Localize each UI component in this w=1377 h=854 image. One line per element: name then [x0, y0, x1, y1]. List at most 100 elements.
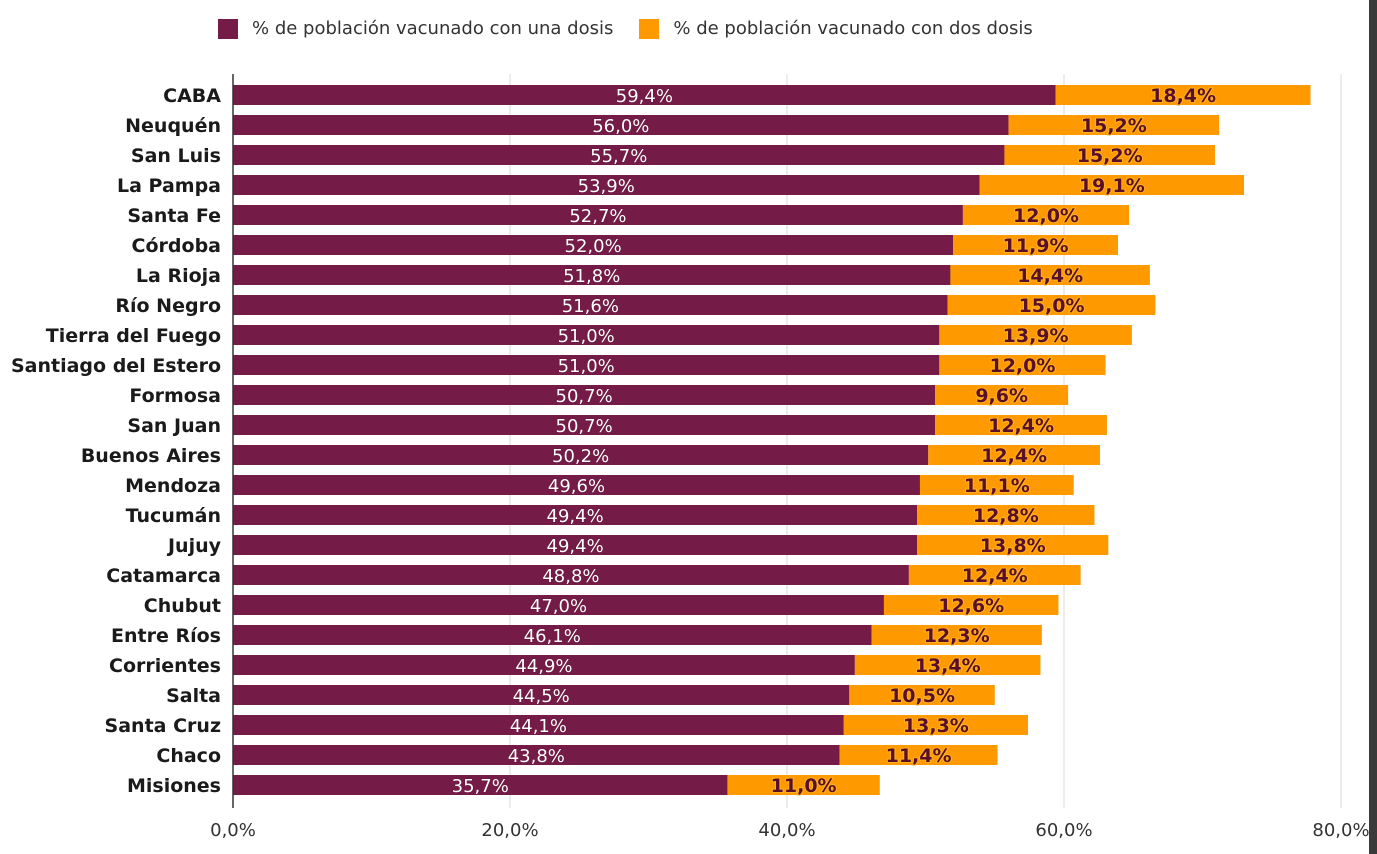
data-label-two-doses: 19,1% — [1079, 175, 1145, 197]
x-tick-label: 0,0% — [210, 820, 256, 841]
data-label-two-doses: 18,4% — [1150, 85, 1216, 107]
data-label-two-doses: 13,3% — [903, 715, 969, 737]
data-label-two-doses: 11,0% — [771, 775, 837, 797]
category-label: Mendoza — [125, 475, 221, 497]
data-label-one-dose: 44,5% — [513, 686, 570, 707]
category-label: Neuquén — [125, 115, 221, 137]
legend-label-two-doses: % de población vacunado con dos dosis — [673, 18, 1033, 39]
bar-two-doses — [935, 415, 1107, 435]
bar-two-doses — [849, 685, 995, 705]
bar-one-dose — [233, 205, 963, 225]
data-label-two-doses: 12,0% — [989, 355, 1055, 377]
category-label: Tucumán — [126, 505, 221, 527]
bars: 59,4% 18,4% 56,0% 15,2% 55,7% 15,2% 53,9% 19,1%… — [233, 84, 1311, 798]
data-label-two-doses: 12,6% — [938, 595, 1004, 617]
bar-one-dose — [233, 385, 936, 405]
category-label: San Juan — [127, 415, 221, 437]
data-label-two-doses: 11,4% — [886, 745, 952, 767]
category-label: Misiones — [127, 775, 221, 797]
category-label: La Pampa — [117, 175, 221, 197]
bar-two-doses — [1008, 115, 1220, 135]
bar-two-doses — [883, 595, 1059, 615]
bar-one-dose — [233, 325, 940, 345]
bar-one-dose — [233, 175, 980, 195]
category-label: Corrientes — [109, 655, 221, 677]
bar-one-dose — [233, 265, 951, 285]
category-label: San Luis — [131, 145, 221, 167]
category-label: Santa Fe — [127, 205, 221, 227]
data-label-two-doses: 11,9% — [1003, 235, 1069, 257]
category-label: Entre Ríos — [111, 625, 221, 647]
bar-two-doses — [928, 445, 1101, 465]
x-axis-ticks: 0,0% 20,0% 40,0% 60,0% 80,0% — [210, 820, 1369, 841]
data-label-two-doses: 13,4% — [915, 655, 981, 677]
bar-one-dose — [233, 745, 840, 765]
bar-two-doses — [917, 505, 1095, 525]
bar-two-doses — [939, 325, 1132, 345]
category-label: Catamarca — [106, 565, 221, 587]
bar-two-doses — [908, 565, 1081, 585]
legend: % de población vacunado con una dosis % … — [218, 18, 1059, 39]
bar-two-doses — [947, 295, 1156, 315]
category-label: Río Negro — [115, 295, 221, 317]
category-label: CABA — [163, 85, 221, 107]
x-tick-label: 20,0% — [481, 820, 538, 841]
data-label-one-dose: 44,1% — [510, 716, 567, 737]
data-label-one-dose: 49,4% — [547, 506, 604, 527]
category-label: Buenos Aires — [81, 445, 221, 467]
category-label: Tierra del Fuego — [46, 325, 221, 347]
window-edge — [1369, 0, 1377, 854]
data-label-two-doses: 15,0% — [1019, 295, 1085, 317]
data-label-two-doses: 12,8% — [973, 505, 1039, 527]
category-labels: CABA Neuquén San Luis La Pampa Santa Fe Córdo… — [11, 85, 222, 797]
bar-two-doses — [979, 175, 1245, 195]
category-label: Córdoba — [132, 235, 221, 257]
data-label-one-dose: 50,2% — [552, 446, 609, 467]
data-label-one-dose: 51,0% — [558, 326, 615, 347]
bar-two-doses — [917, 535, 1109, 555]
bar-one-dose — [233, 505, 918, 525]
bar-one-dose — [233, 535, 918, 555]
bar-one-dose — [233, 475, 920, 495]
bar-one-dose — [233, 625, 872, 645]
legend-swatch-two-doses — [639, 18, 660, 39]
data-label-two-doses: 15,2% — [1077, 145, 1143, 167]
data-label-one-dose: 59,4% — [616, 86, 673, 107]
data-label-two-doses: 12,3% — [924, 625, 990, 647]
category-label: Chubut — [144, 595, 221, 617]
bar-two-doses — [727, 775, 880, 795]
bar-two-doses — [950, 265, 1150, 285]
bar-one-dose — [233, 655, 855, 675]
category-label: Salta — [166, 685, 221, 707]
bar-one-dose — [233, 775, 728, 795]
bar-two-doses — [962, 205, 1130, 225]
bar-one-dose — [233, 295, 948, 315]
bar-two-doses — [1055, 85, 1311, 105]
bar-two-doses — [843, 715, 1028, 735]
data-label-one-dose: 51,0% — [558, 356, 615, 377]
x-tick-label: 80,0% — [1312, 820, 1369, 841]
data-label-one-dose: 51,8% — [563, 266, 620, 287]
bar-one-dose — [233, 85, 1056, 105]
data-label-two-doses: 10,5% — [889, 685, 955, 707]
bar-one-dose — [233, 415, 936, 435]
data-label-one-dose: 51,6% — [562, 296, 619, 317]
category-label: Jujuy — [166, 535, 222, 557]
bar-one-dose — [233, 715, 844, 735]
data-label-one-dose: 47,0% — [530, 596, 587, 617]
data-label-two-doses: 15,2% — [1081, 115, 1147, 137]
x-tick-label: 60,0% — [1035, 820, 1092, 841]
bar-one-dose — [233, 595, 884, 615]
data-label-one-dose: 50,7% — [556, 386, 613, 407]
data-label-one-dose: 53,9% — [578, 176, 635, 197]
bar-two-doses — [939, 355, 1106, 375]
bar-one-dose — [233, 115, 1009, 135]
legend-label-one-dose: % de población vacunado con una dosis — [252, 18, 614, 39]
bar-two-doses — [953, 235, 1119, 255]
data-label-two-doses: 12,4% — [962, 565, 1028, 587]
data-label-one-dose: 35,7% — [452, 776, 509, 797]
data-label-two-doses: 14,4% — [1017, 265, 1083, 287]
data-label-two-doses: 13,9% — [1003, 325, 1069, 347]
bar-two-doses — [1004, 145, 1215, 165]
